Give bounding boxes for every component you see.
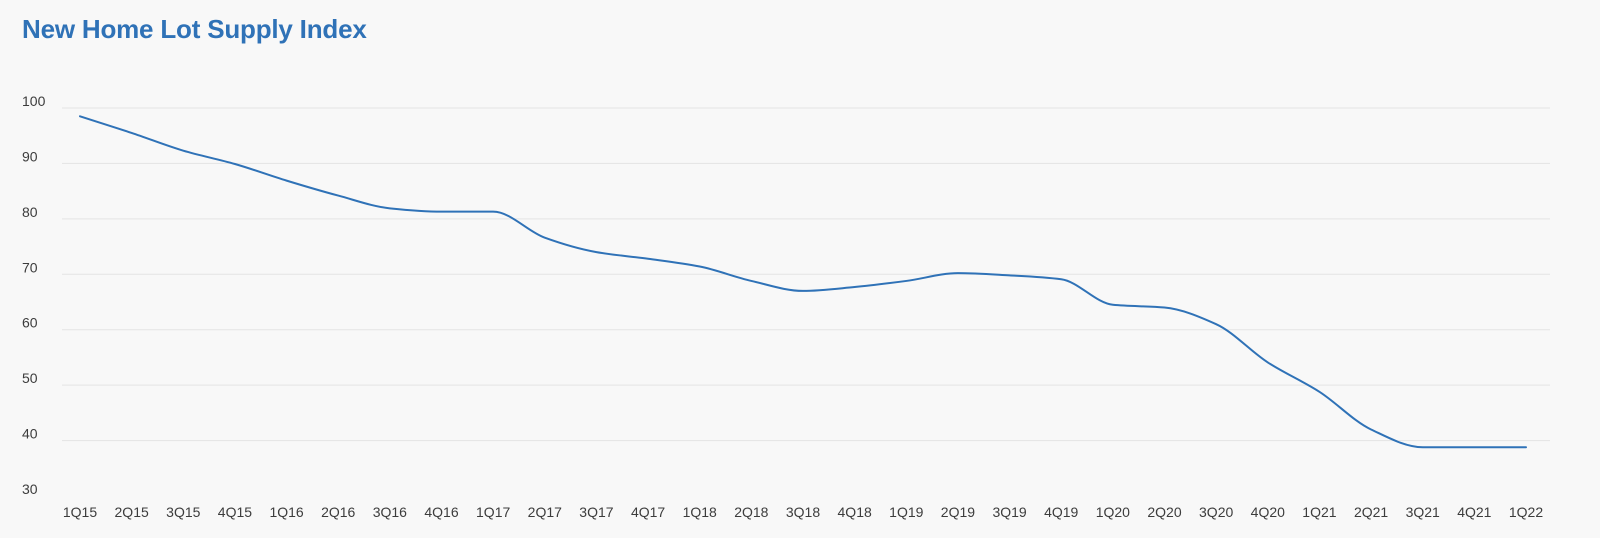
x-tick-label: 4Q19	[1044, 504, 1078, 520]
x-tick-label: 1Q17	[476, 504, 510, 520]
y-tick-label: 100	[22, 93, 46, 109]
x-tick-label: 4Q17	[631, 504, 665, 520]
x-tick-label: 1Q15	[63, 504, 97, 520]
gridlines	[62, 107, 1550, 442]
x-tick-label: 2Q18	[734, 504, 768, 520]
x-tick-label: 2Q15	[115, 504, 149, 520]
y-tick-label: 50	[22, 370, 38, 386]
x-tick-label: 4Q20	[1251, 504, 1285, 520]
series-layer	[79, 115, 1527, 449]
x-tick-label: 3Q20	[1199, 504, 1233, 520]
x-tick-label: 2Q17	[528, 504, 562, 520]
x-tick-label: 4Q16	[424, 504, 458, 520]
x-tick-label: 3Q21	[1406, 504, 1440, 520]
x-tick-label: 4Q15	[218, 504, 252, 520]
y-tick-label: 70	[22, 259, 38, 275]
x-tick-label: 3Q18	[786, 504, 820, 520]
y-tick-label: 30	[22, 481, 38, 497]
y-tick-label: 80	[22, 204, 38, 220]
x-tick-label: 1Q20	[1096, 504, 1130, 520]
x-tick-label: 2Q21	[1354, 504, 1388, 520]
y-tick-label: 60	[22, 315, 38, 331]
series-line	[79, 115, 1527, 449]
x-tick-label: 3Q17	[579, 504, 613, 520]
x-tick-label: 1Q21	[1302, 504, 1336, 520]
x-tick-label: 3Q19	[992, 504, 1026, 520]
x-tick-label: 3Q16	[373, 504, 407, 520]
x-tick-label: 2Q20	[1147, 504, 1181, 520]
x-tick-label: 2Q19	[941, 504, 975, 520]
y-tick-label: 40	[22, 426, 38, 442]
x-tick-label: 1Q22	[1509, 504, 1543, 520]
x-tick-label: 4Q21	[1457, 504, 1491, 520]
x-tick-label: 3Q15	[166, 504, 200, 520]
y-axis-ticks: 100 90 80 70 60 50 40 30	[22, 93, 46, 497]
x-tick-label: 4Q18	[838, 504, 872, 520]
x-tick-label: 2Q16	[321, 504, 355, 520]
x-axis-ticks: 1Q15 2Q15 3Q15 4Q15 1Q16 2Q16 3Q16 4Q16 1Q17 2Q17…	[63, 504, 1543, 520]
x-tick-label: 1Q16	[269, 504, 303, 520]
x-tick-label: 1Q19	[889, 504, 923, 520]
y-tick-label: 90	[22, 148, 38, 164]
chart-title: New Home Lot Supply Index	[22, 14, 367, 44]
x-tick-label: 1Q18	[683, 504, 717, 520]
